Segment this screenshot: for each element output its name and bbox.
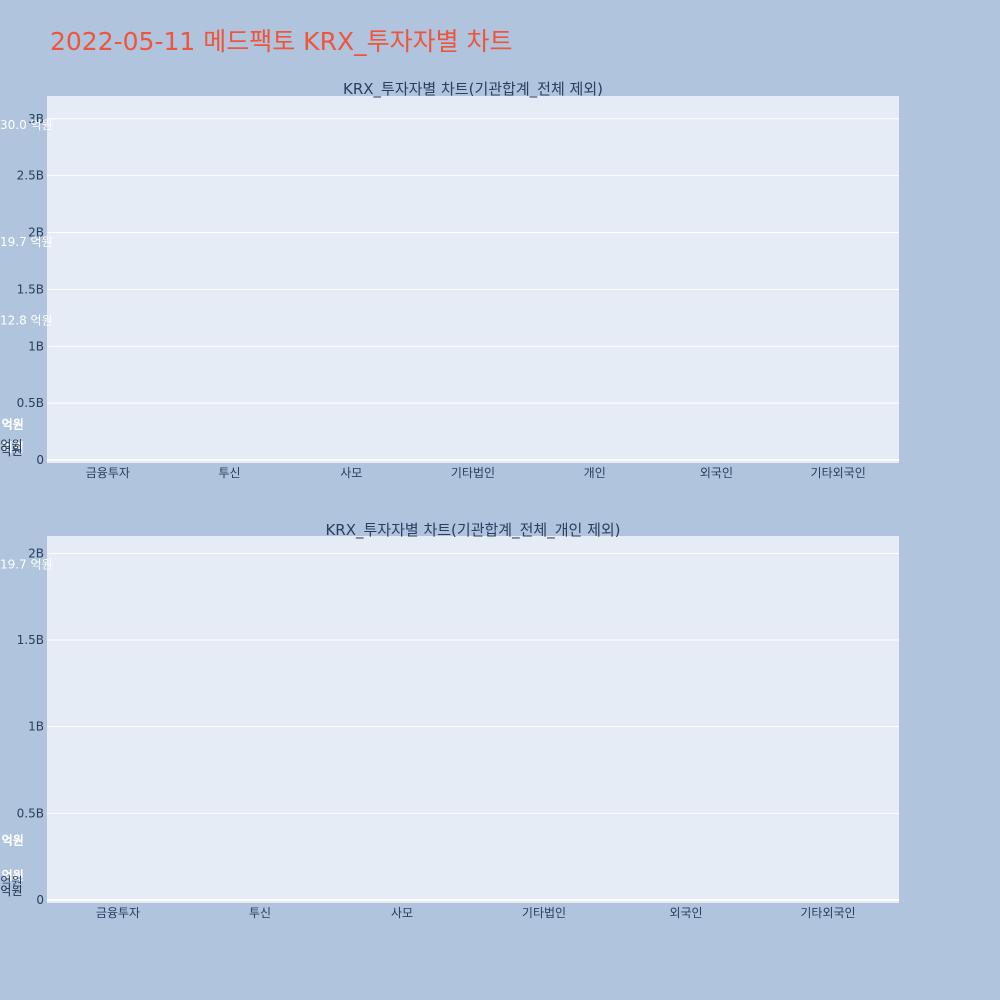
data-label: 4.0 억원 xyxy=(0,834,24,848)
y-tick-label: 0.5B xyxy=(17,806,44,820)
chart-title-2: KRX_투자자별 차트(기관합계_전체_개인 제외) xyxy=(325,521,620,540)
x-tick-label: 기타외국인 xyxy=(811,466,866,480)
chart-title-1: KRX_투자자별 차트(기관합계_전체 제외) xyxy=(343,80,603,99)
data-label: 2.0 억원 xyxy=(0,440,24,454)
y-tick-label: 3B xyxy=(28,112,44,126)
y-tick-label: 1B xyxy=(28,339,44,353)
data-label: 0.0 억원 xyxy=(0,884,22,898)
x-tick-label: 금융투자 xyxy=(86,466,130,480)
data-label: 0.0 억원 xyxy=(0,884,22,898)
x-tick-label: 사모 xyxy=(340,466,362,480)
data-label: 0.6 억원 xyxy=(0,438,22,452)
data-label: 12.8 억원 xyxy=(0,313,53,327)
data-label: 0.6 억원 xyxy=(0,875,22,889)
y-tick-label: 0.5B xyxy=(17,396,44,410)
y-tick-label: 1.5B xyxy=(17,633,44,647)
y-tick-label: 1B xyxy=(28,720,44,734)
y-tick-label: 0 xyxy=(36,453,44,467)
y-tick-label: 2B xyxy=(28,226,44,240)
data-label: 0.0 억원 xyxy=(0,444,22,458)
page-title: 2022-05-11 메드팩토 KRX_투자자별 차트 xyxy=(50,27,513,56)
x-tick-label: 외국인 xyxy=(700,466,733,480)
data-label: 4.0 억원 xyxy=(0,418,24,432)
plot-area-1 xyxy=(47,96,899,463)
x-tick-label: 금융투자 xyxy=(96,906,140,920)
data-label: 30.0 억원 xyxy=(0,118,53,132)
x-tick-label: 기타법인 xyxy=(451,466,495,480)
data-label: 2.0 억원 xyxy=(0,868,24,882)
plot-area-2 xyxy=(47,536,899,903)
y-tick-label: 2.5B xyxy=(17,169,44,183)
data-label: 4.0 억원 xyxy=(0,834,24,848)
x-tick-label: 기타외국인 xyxy=(800,906,855,920)
x-tick-label: 기타법인 xyxy=(522,906,566,920)
data-label: 19.7 억원 xyxy=(0,558,53,572)
x-tick-label: 투신 xyxy=(249,906,271,920)
x-tick-label: 개인 xyxy=(584,466,606,480)
data-label: 0.0 억원 xyxy=(0,444,22,458)
x-tick-label: 투신 xyxy=(219,466,241,480)
x-tick-label: 외국인 xyxy=(669,906,702,920)
y-tick-label: 1.5B xyxy=(17,282,44,296)
data-label: 19.7 억원 xyxy=(0,235,53,249)
data-label: 4.0 억원 xyxy=(0,418,24,432)
x-tick-label: 사모 xyxy=(391,906,413,920)
y-tick-label: 0 xyxy=(36,893,44,907)
y-tick-label: 2B xyxy=(28,546,44,560)
